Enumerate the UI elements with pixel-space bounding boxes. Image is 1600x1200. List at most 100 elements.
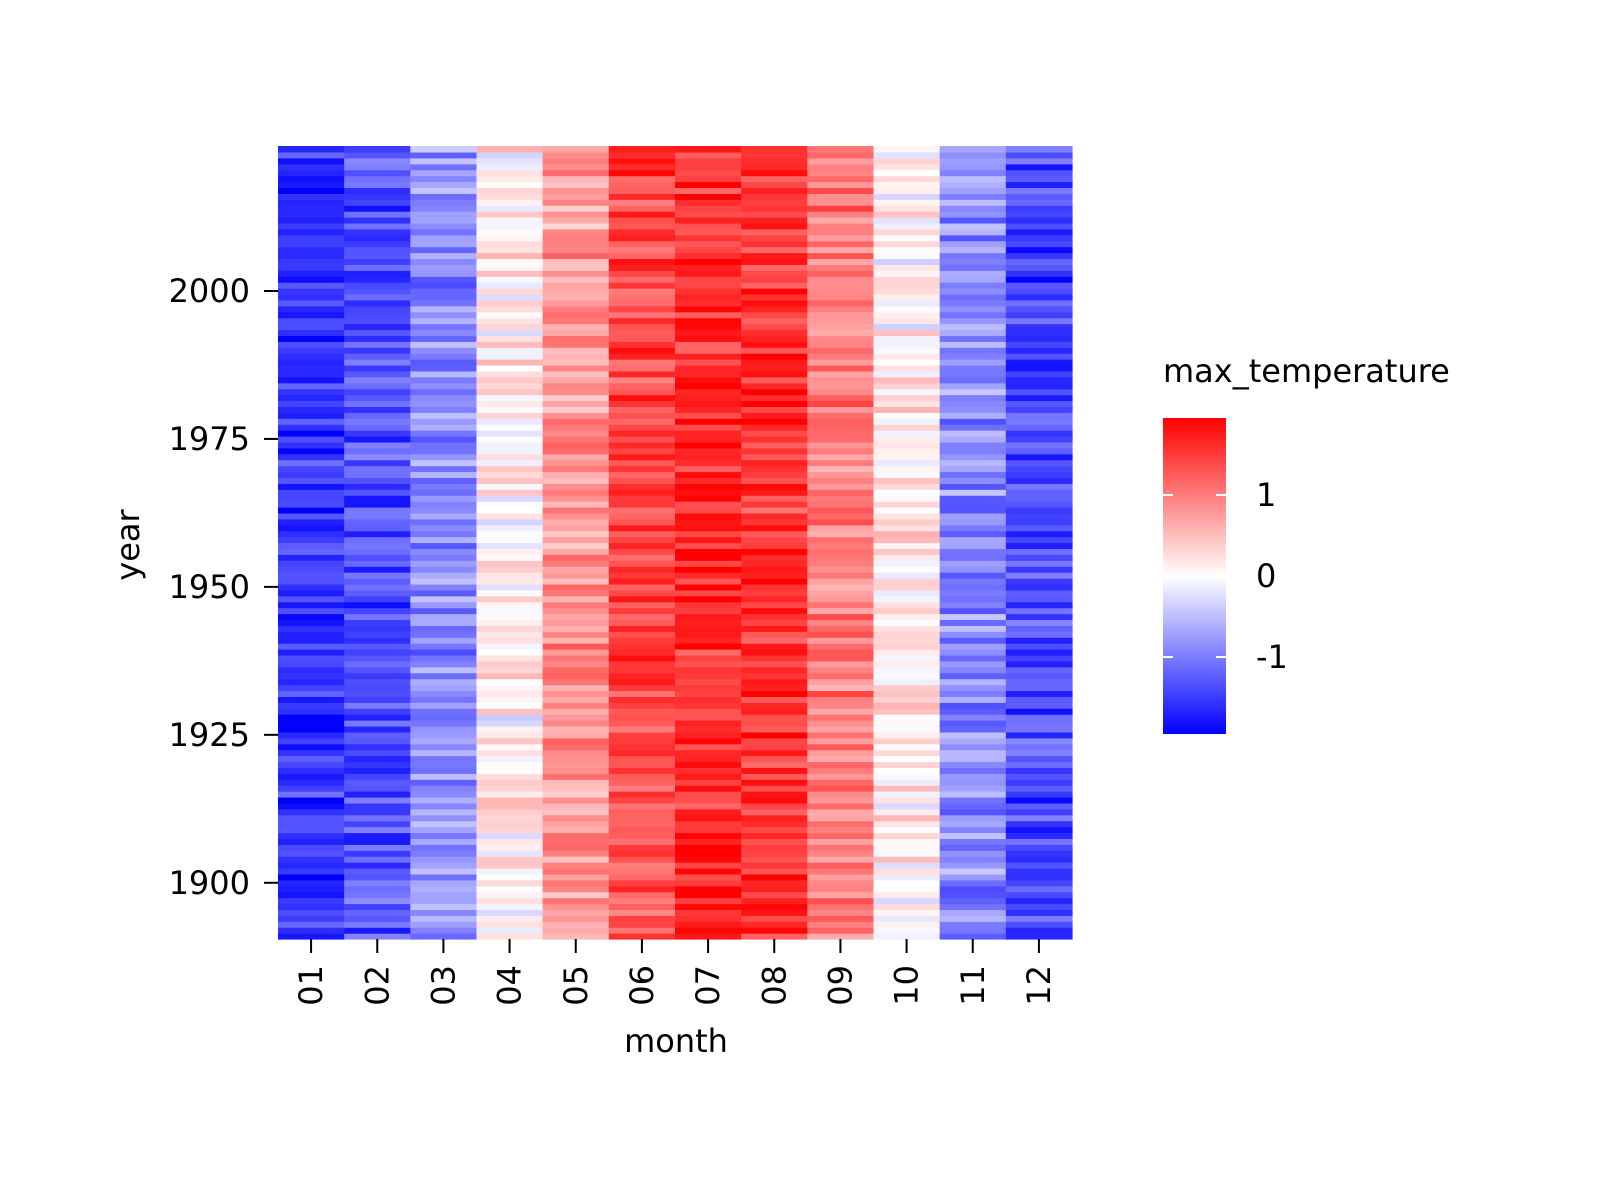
heatmap-cell — [741, 725, 808, 733]
heatmap-cell — [807, 826, 875, 834]
heatmap-cell — [344, 418, 411, 425]
heatmap-cell — [476, 311, 544, 319]
heatmap-cell — [873, 376, 941, 384]
heatmap-cell — [741, 406, 808, 413]
heatmap-cell — [807, 844, 875, 851]
heatmap-cell — [741, 583, 808, 591]
heatmap-cell — [410, 554, 478, 561]
heatmap-cell — [608, 506, 676, 514]
heatmap-cell — [278, 406, 345, 413]
heatmap-cell — [608, 536, 676, 544]
heatmap-cell — [939, 885, 1007, 893]
heatmap-cell — [741, 394, 808, 402]
y-tick-label: 1925 — [169, 716, 250, 754]
heatmap-cell — [675, 921, 742, 928]
heatmap-cell — [873, 276, 941, 283]
heatmap-cell — [344, 708, 411, 715]
heatmap-cell — [278, 720, 345, 727]
heatmap-cell — [278, 808, 345, 816]
heatmap-cell — [675, 359, 742, 366]
heatmap-cell — [278, 844, 345, 851]
heatmap-cell — [608, 341, 676, 348]
heatmap-cell — [675, 276, 742, 283]
heatmap-cell — [1005, 477, 1073, 484]
heatmap-cell — [675, 649, 742, 656]
heatmap-cell — [542, 169, 610, 177]
heatmap-cell — [939, 560, 1007, 567]
heatmap-cell — [278, 483, 345, 490]
heatmap-cell — [278, 282, 345, 289]
heatmap-cell — [741, 388, 808, 396]
heatmap-cell — [675, 702, 742, 709]
heatmap-cell — [476, 293, 544, 301]
heatmap-cell — [807, 477, 875, 484]
heatmap-cell — [741, 714, 808, 721]
heatmap-cell — [675, 169, 742, 177]
heatmap-cell — [939, 672, 1007, 680]
heatmap-cell — [542, 240, 610, 248]
heatmap-cell — [344, 885, 411, 893]
heatmap-cell — [608, 512, 676, 520]
heatmap-cell — [1005, 856, 1073, 863]
heatmap-cell — [675, 228, 742, 236]
heatmap-cell — [344, 879, 411, 887]
heatmap-cell — [939, 820, 1007, 828]
heatmap-cell — [873, 435, 941, 443]
heatmap-cell — [608, 767, 676, 774]
heatmap-cell — [542, 447, 610, 455]
heatmap-cell — [410, 359, 478, 366]
heatmap-cell — [675, 862, 742, 869]
heatmap-cell — [939, 370, 1007, 378]
heatmap-cell — [542, 737, 610, 745]
heatmap-cell — [344, 862, 411, 869]
heatmap-cell — [344, 441, 411, 449]
heatmap-cell — [344, 163, 411, 171]
heatmap-cell — [675, 435, 742, 443]
heatmap-cell — [608, 773, 676, 780]
heatmap-cell — [1005, 554, 1073, 561]
heatmap-cell — [1005, 844, 1073, 851]
heatmap-cell — [1005, 222, 1073, 230]
heatmap-cell — [476, 246, 544, 254]
heatmap-cell — [939, 714, 1007, 721]
heatmap-cell — [344, 631, 411, 638]
heatmap-cell — [608, 169, 676, 177]
heatmap-cell — [807, 725, 875, 733]
heatmap-cell — [807, 501, 875, 508]
heatmap-cell — [476, 850, 544, 857]
x-tick-label: 12 — [1020, 965, 1058, 1006]
heatmap-cell — [675, 844, 742, 851]
heatmap-cell — [344, 435, 411, 443]
heatmap-cell — [741, 264, 808, 271]
heatmap-cell — [410, 276, 478, 283]
heatmap-cell — [476, 495, 544, 502]
heatmap-cell — [807, 791, 875, 798]
heatmap-cell — [542, 761, 610, 768]
heatmap-cell — [741, 441, 808, 449]
heatmap-cell — [807, 364, 875, 372]
heatmap-cell — [807, 151, 875, 159]
x-tick-label: 06 — [623, 965, 661, 1006]
heatmap-cell — [675, 329, 742, 336]
heatmap-cell — [278, 560, 345, 567]
heatmap-cell — [741, 566, 808, 573]
heatmap-cell — [1005, 578, 1073, 585]
heatmap-cell — [278, 820, 345, 828]
heatmap-cell — [939, 761, 1007, 768]
heatmap-cell — [873, 838, 941, 845]
heatmap-cell — [344, 524, 411, 532]
heatmap-cell — [873, 489, 941, 496]
heatmap-cell — [608, 873, 676, 881]
heatmap-cell — [675, 217, 742, 224]
heatmap-cell — [344, 252, 411, 260]
heatmap-cell — [542, 607, 610, 615]
heatmap-cell — [410, 477, 478, 484]
heatmap-cell — [873, 595, 941, 603]
heatmap-cell — [1005, 293, 1073, 301]
heatmap-cell — [675, 305, 742, 313]
heatmap-cell — [807, 879, 875, 887]
heatmap-cell — [476, 808, 544, 816]
heatmap-cell — [807, 560, 875, 567]
heatmap-cell — [608, 501, 676, 508]
heatmap-cell — [1005, 802, 1073, 810]
